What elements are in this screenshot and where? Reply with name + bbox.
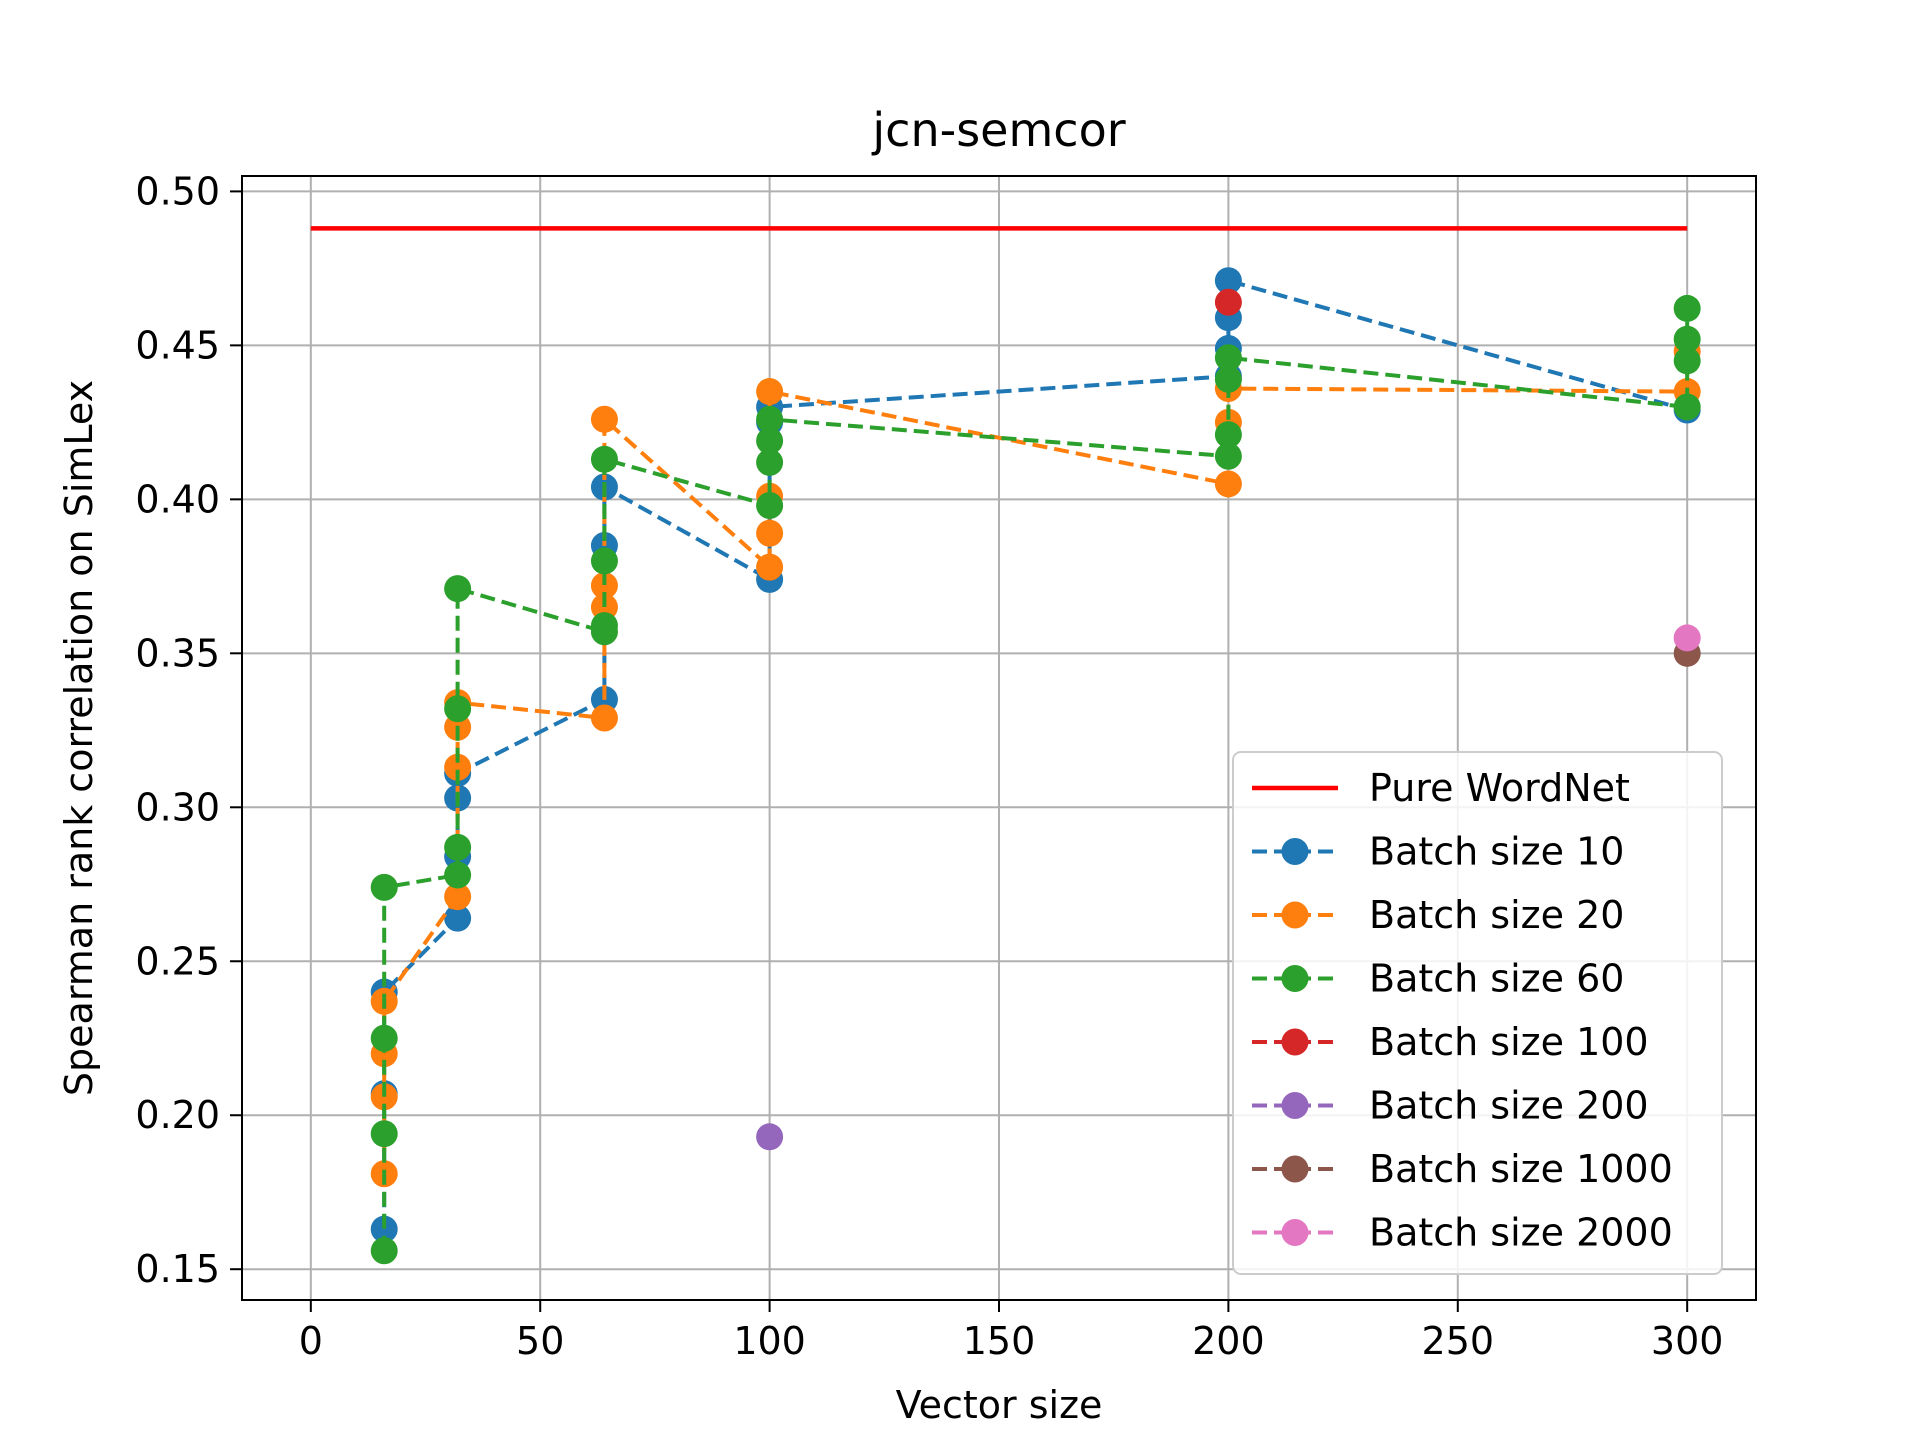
legend-swatch-marker (1281, 1219, 1309, 1246)
data-point (370, 1237, 398, 1265)
data-point (1673, 347, 1701, 375)
y-tick-label: 0.50 (135, 169, 220, 213)
data-point (444, 861, 472, 889)
legend-swatch-marker (1281, 901, 1309, 929)
x-tick-label: 200 (1192, 1319, 1265, 1363)
x-tick-label: 250 (1422, 1319, 1495, 1363)
data-point (756, 492, 784, 520)
data-point (590, 405, 618, 433)
legend-label: Batch size 10 (1369, 830, 1624, 874)
legend-swatch-marker (1281, 1028, 1309, 1056)
data-point (1214, 344, 1242, 372)
legend-swatch-marker (1281, 1092, 1309, 1119)
legend-label: Batch size 1000 (1369, 1147, 1673, 1191)
y-tick-label: 0.35 (135, 631, 220, 675)
x-tick-label: 150 (963, 1319, 1036, 1363)
data-point (756, 405, 784, 433)
legend-swatch-marker (1281, 838, 1309, 865)
data-point (444, 575, 472, 603)
data-point (756, 519, 784, 547)
y-tick-label: 0.45 (135, 323, 220, 367)
legend-box (1232, 751, 1723, 1275)
data-point (444, 695, 472, 723)
data-point (1214, 470, 1242, 498)
legend-swatch-marker (1281, 1155, 1309, 1183)
legend-label: Batch size 200 (1369, 1084, 1649, 1128)
data-point (444, 753, 472, 781)
y-axis-label: Spearman rank correlation on SimLex (57, 380, 101, 1096)
series-3 (1214, 288, 1242, 316)
legend-label: Batch size 20 (1369, 893, 1624, 937)
data-point (370, 1120, 398, 1148)
data-point (590, 572, 618, 600)
data-point (1673, 325, 1701, 353)
y-tick-label: 0.20 (135, 1093, 220, 1137)
data-point (370, 1083, 398, 1111)
legend-label: Batch size 60 (1369, 957, 1624, 1001)
data-point (1673, 393, 1701, 421)
series-2 (370, 294, 1701, 1265)
data-point (756, 1123, 784, 1151)
data-point (590, 547, 618, 575)
y-tick-label: 0.40 (135, 477, 220, 521)
data-point (1214, 442, 1242, 470)
y-tick-label: 0.30 (135, 785, 220, 829)
series-layer (370, 267, 1701, 1265)
data-point (1214, 267, 1242, 295)
data-point (1214, 288, 1242, 316)
legend-swatch-marker (1281, 965, 1309, 992)
y-tick-label: 0.25 (135, 939, 220, 983)
chart-title: jcn-semcor (871, 103, 1125, 157)
data-point (370, 1215, 398, 1243)
legend-label: Pure WordNet (1369, 766, 1630, 810)
legend: Pure WordNet Batch size 10 Batch size 20 Ba… (1232, 751, 1723, 1275)
data-point (444, 833, 472, 861)
series-6 (1673, 624, 1701, 652)
x-tick-label: 50 (516, 1319, 564, 1363)
data-point (756, 448, 784, 476)
data-point (370, 1024, 398, 1052)
x-tick-label: 300 (1651, 1319, 1724, 1363)
data-point (590, 704, 618, 732)
data-point (590, 593, 618, 621)
axis-ticks: 0 50 100 150 200 250 300 0.15 0.20 0.25 0.30 0.35 0.… (135, 169, 1723, 1363)
x-tick-label: 0 (299, 1319, 323, 1363)
data-point (444, 904, 472, 932)
x-tick-label: 100 (733, 1319, 806, 1363)
x-axis-label: Vector size (896, 1383, 1103, 1427)
data-point (756, 553, 784, 581)
data-point (1673, 624, 1701, 652)
data-point (756, 378, 784, 406)
data-point (370, 873, 398, 901)
legend-label: Batch size 100 (1369, 1020, 1649, 1064)
y-tick-label: 0.15 (135, 1247, 220, 1291)
data-point (444, 883, 472, 911)
legend-label: Batch size 2000 (1369, 1211, 1673, 1255)
series-4 (756, 1123, 784, 1151)
data-point (1214, 421, 1242, 449)
data-point (1673, 294, 1701, 322)
data-point (1214, 365, 1242, 393)
data-point (590, 612, 618, 640)
data-point (590, 445, 618, 473)
data-point (756, 427, 784, 455)
